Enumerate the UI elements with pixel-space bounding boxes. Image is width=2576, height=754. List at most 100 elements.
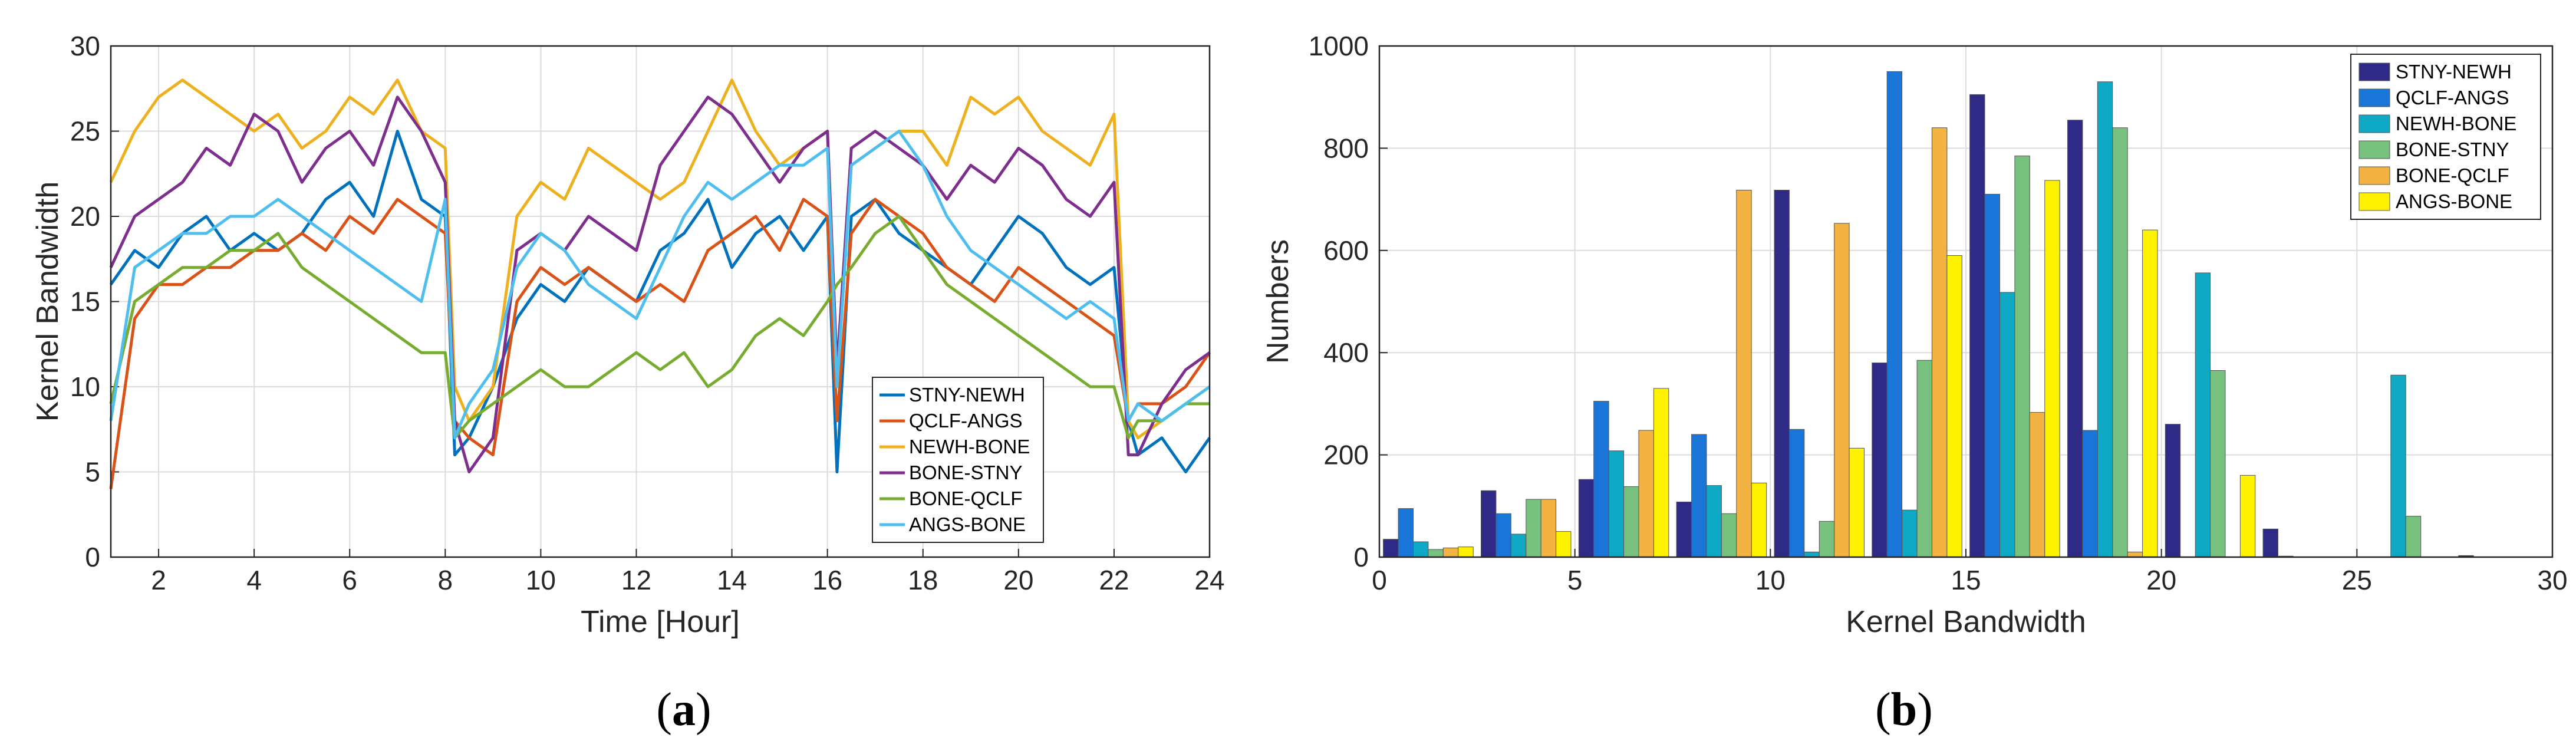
bar-stny-newh-bin-0	[1383, 539, 1399, 558]
bar-newh-bone-bin-4	[1804, 551, 1820, 558]
bar-newh-bone-bin-2	[1608, 450, 1625, 558]
bar-bone-stny-bin-5	[1916, 360, 1933, 558]
bar-qclf-angs-bin-3	[1691, 434, 1707, 558]
legend-box	[872, 377, 1044, 543]
legend-label: ANGS-BONE	[2396, 190, 2512, 212]
x-tick-label: 2	[151, 565, 166, 595]
bar-newh-bone-bin-6	[1999, 292, 2015, 558]
legend-swatch	[2358, 166, 2390, 185]
bar-stny-newh-bin-5	[1872, 363, 1887, 558]
bar-bone-stny-bin-7	[2112, 127, 2128, 558]
bar-newh-bone-bin-7	[2097, 81, 2113, 558]
x-tick-label: 8	[438, 565, 453, 595]
legend-a: STNY-NEWH QCLF-ANGS NEWH-BONE BONE-STNY BONE…	[872, 377, 1044, 543]
legend-label: BONE-QCLF	[909, 488, 1023, 509]
caption-letter: a	[672, 684, 696, 736]
x-tick-label: 16	[812, 565, 842, 595]
legend-label: QCLF-ANGS	[2396, 87, 2509, 108]
bar-qclf-angs-bin-2	[1593, 401, 1609, 558]
y-tick-label: 1000	[1309, 31, 1369, 61]
legend-swatch	[2358, 62, 2390, 81]
bar-bone-qclf-bin-2	[1638, 430, 1654, 558]
y-tick-label: 20	[70, 201, 100, 232]
y-tick-label: 800	[1323, 133, 1369, 163]
x-tick-label: 30	[2537, 565, 2567, 595]
bar-bone-stny-bin-8	[2210, 370, 2226, 558]
bar-bone-qclf-bin-1	[1540, 499, 1557, 558]
series-line-qclf-angs	[109, 197, 1211, 489]
legend-label: QCLF-ANGS	[909, 410, 1023, 432]
x-tick-label: 15	[1951, 565, 1981, 595]
bar-bone-qclf-bin-0	[1442, 547, 1459, 558]
bar-newh-bone-bin-8	[2195, 272, 2211, 558]
y-axis-label: Kernel Bandwidth	[31, 182, 65, 422]
legend-label: BONE-STNY	[909, 462, 1023, 483]
legend-b: STNY-NEWH QCLF-ANGS NEWH-BONE BONE-STNY BONE…	[2350, 54, 2541, 220]
caption-b: (b)	[1875, 684, 1933, 736]
axes-frame-a	[110, 45, 1211, 558]
bar-stny-newh-bin-3	[1676, 501, 1692, 558]
bar-bone-qclf-bin-7	[2127, 551, 2143, 558]
bar-bone-stny-bin-4	[1819, 521, 1835, 558]
legend-label: STNY-NEWH	[2396, 61, 2512, 83]
bar-angs-bone-bin-0	[1458, 546, 1474, 558]
bar-angs-bone-bin-7	[2142, 229, 2158, 558]
y-tick-label: 400	[1323, 337, 1369, 368]
bar-newh-bone-bin-3	[1706, 485, 1722, 558]
legend-label: STNY-NEWH	[909, 384, 1025, 406]
y-tick-label: 0	[85, 542, 100, 572]
bar-stny-newh-bin-2	[1578, 479, 1595, 558]
bar-chart-panel-b: 0 5 10 15 20 25 30 0 200 400 600 800 1000 STNY-NEWH QC…	[1261, 31, 2568, 736]
y-tick-label: 15	[70, 287, 100, 317]
bar-qclf-angs-bin-4	[1788, 429, 1805, 558]
legend-swatch	[2358, 140, 2390, 159]
legend-label: BONE-STNY	[2396, 139, 2509, 160]
x-tick-label: 12	[621, 565, 651, 595]
bar-bone-qclf-bin-6	[2029, 412, 2045, 558]
x-axis-label: Time [Hour]	[581, 605, 740, 639]
caption-open: (	[656, 684, 672, 736]
bar-newh-bone-bin-0	[1413, 541, 1429, 558]
caption-close: )	[1917, 684, 1933, 736]
x-tick-label: 22	[1099, 565, 1129, 595]
bar-newh-bone-bin-10	[2390, 374, 2406, 558]
bar-angs-bone-bin-4	[1849, 447, 1865, 558]
legend-box	[2350, 54, 2541, 220]
bar-bone-qclf-bin-4	[1834, 223, 1850, 558]
bar-qclf-angs-bin-5	[1886, 71, 1903, 558]
bar-angs-bone-bin-2	[1653, 388, 1669, 558]
x-tick-label: 25	[2342, 565, 2372, 595]
legend-label: BONE-QCLF	[2396, 164, 2509, 186]
legend-swatch	[2358, 114, 2390, 133]
series-line-bone-qclf	[109, 215, 1210, 440]
bar-angs-bone-bin-1	[1556, 531, 1572, 558]
bar-bone-qclf-bin-3	[1736, 190, 1752, 558]
axes-frame-b	[1378, 45, 2554, 558]
bar-bone-stny-bin-6	[2014, 155, 2030, 558]
bar-qclf-angs-bin-7	[2082, 430, 2098, 558]
bar-angs-bone-bin-5	[1946, 255, 1962, 558]
bar-bone-stny-bin-2	[1623, 486, 1639, 558]
caption-letter: b	[1891, 684, 1918, 736]
bar-stny-newh-bin-8	[2165, 424, 2181, 558]
y-axis-label: Numbers	[1261, 239, 1295, 364]
x-tick-label: 5	[1567, 565, 1583, 595]
bar-angs-bone-bin-6	[2044, 180, 2060, 558]
series-line-angs-bone	[109, 130, 1211, 440]
bar-stny-newh-bin-4	[1774, 190, 1790, 558]
bar-bone-stny-bin-1	[1526, 499, 1541, 558]
caption-close: )	[696, 684, 711, 736]
line-chart-panel-a: 2 4 6 8 10 12 14 16 18 20 22 24051015202530STNY-NEW…	[31, 31, 1225, 736]
bar-qclf-angs-bin-0	[1398, 508, 1414, 558]
caption-a: (a)	[656, 684, 711, 736]
bar-newh-bone-bin-1	[1510, 534, 1527, 558]
bar-stny-newh-bin-1	[1481, 490, 1497, 558]
bar-qclf-angs-bin-6	[1984, 193, 2001, 558]
x-tick-label: 18	[908, 565, 938, 595]
series-line-newh-bone	[109, 78, 1211, 440]
y-tick-label: 30	[70, 31, 100, 61]
x-tick-label: 10	[526, 565, 556, 595]
x-axis-label: Kernel Bandwidth	[1846, 605, 2086, 639]
x-tick-label: 6	[342, 565, 357, 595]
